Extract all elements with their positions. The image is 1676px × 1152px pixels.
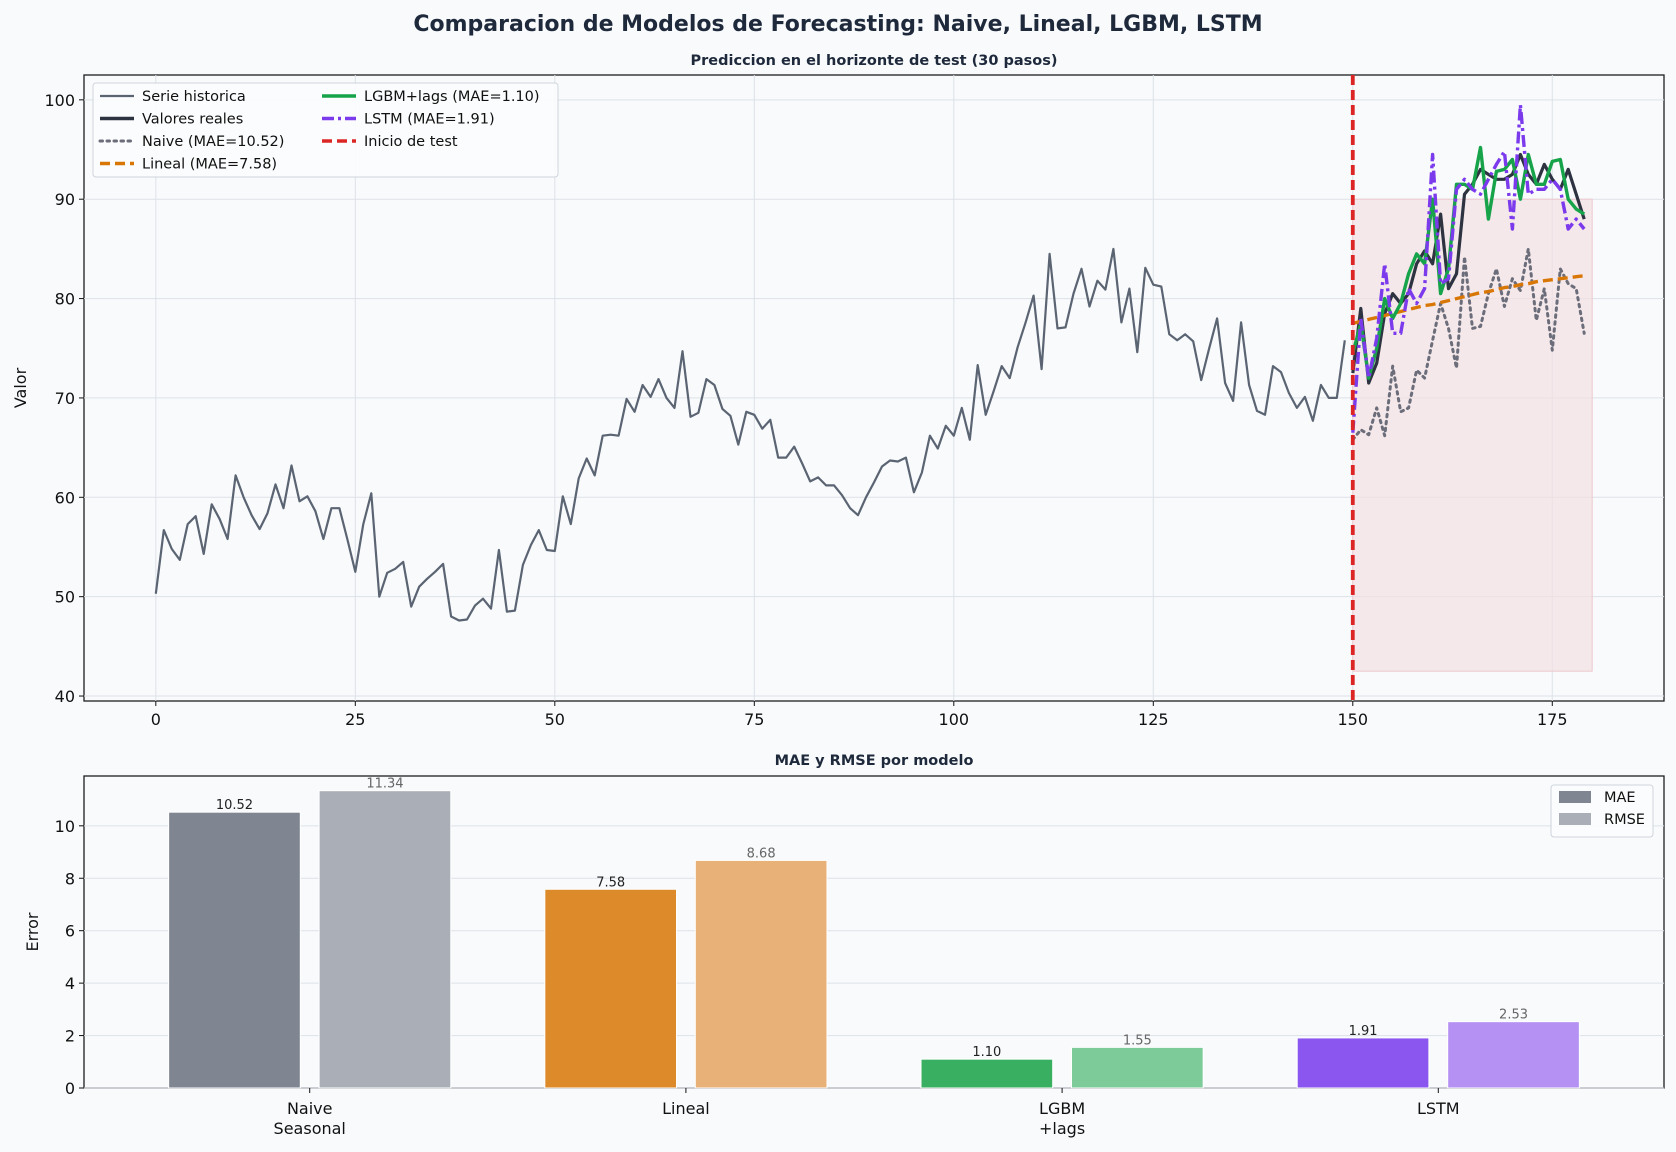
y-tick-label: 90 (55, 190, 75, 209)
forecast-x-ticks: 0 25 50 75 100 125 150 175 (151, 701, 1568, 729)
y-tick-label: 70 (55, 389, 75, 408)
bar-mae-3 (1296, 1037, 1430, 1089)
test-region-shade (1352, 198, 1593, 672)
x-tick-label: 75 (744, 710, 764, 729)
bar-mae-0 (168, 811, 301, 1089)
legend-label: LSTM (MAE=1.91) (364, 112, 495, 128)
bar-rmse-0 (318, 790, 452, 1089)
y-tick-label: 4 (65, 974, 75, 993)
legend-label: LGBM+lags (MAE=1.10) (364, 89, 540, 105)
legend-label: Inicio de test (364, 134, 458, 150)
y-tick-label: 60 (55, 488, 75, 507)
bar-value-label: 11.34 (366, 777, 403, 792)
y-tick-label: 100 (44, 91, 75, 110)
series-line-5 (1351, 103, 1586, 433)
error-bar-chart: 10.52 7.58 1.10 1.91 11.34 8.68 1.55 2.53 Naive… (23, 753, 1665, 1138)
error-legend: MAE RMSE (1550, 784, 1654, 838)
bar-value-label: 8.68 (747, 846, 776, 861)
error-y-ticks: 0 2 4 6 8 10 (55, 817, 84, 1098)
bar-value-label: 1.10 (972, 1045, 1001, 1060)
bar-value-label: 2.53 (1499, 1008, 1528, 1023)
x-tick-label: Lineal (662, 1099, 710, 1118)
legend-swatch (1559, 791, 1591, 803)
bar-mae-1 (544, 888, 677, 1089)
x-tick-label: LGBM +lags (1039, 1099, 1085, 1138)
error-chart-title: MAE y RMSE por modelo (775, 753, 974, 769)
x-tick-label: Naive Seasonal (274, 1099, 346, 1138)
legend-label: Serie historica (142, 89, 246, 105)
x-tick-label: 175 (1537, 710, 1568, 729)
x-tick-label: 125 (1138, 710, 1169, 729)
y-tick-label: 2 (65, 1027, 75, 1046)
y-tick-label: 0 (65, 1079, 75, 1098)
legend-label: Naive (MAE=10.52) (142, 134, 284, 150)
series-line-2 (1351, 247, 1586, 442)
x-tick-label: LSTM (1417, 1099, 1460, 1118)
forecast-chart-title: Prediccion en el horizonte de test (30 p… (691, 53, 1058, 69)
legend-swatch (1559, 813, 1591, 825)
error-y-axis-label: Error (23, 912, 42, 951)
y-tick-label: 50 (55, 588, 75, 607)
figure-suptitle: Comparacion de Modelos de Forecasting: N… (413, 12, 1262, 37)
legend-label: MAE (1604, 790, 1636, 806)
bar-mae-2 (920, 1058, 1054, 1089)
legend-label: RMSE (1604, 812, 1645, 828)
x-tick-label: 150 (1338, 710, 1369, 729)
bar-value-label: 1.91 (1349, 1024, 1378, 1039)
test-horizon-region (1352, 198, 1593, 672)
x-tick-label: 100 (939, 710, 970, 729)
legend-label: Lineal (MAE=7.58) (142, 157, 277, 173)
bar-value-label: 10.52 (216, 798, 253, 813)
bar-rmse-1 (694, 859, 828, 1089)
bar-rmse-2 (1071, 1046, 1204, 1089)
error-x-ticks: Naive Seasonal Lineal LGBM +lags LSTM (274, 1088, 1460, 1138)
y-tick-label: 10 (55, 817, 75, 836)
legend-frame (92, 82, 559, 178)
error-bars: 10.52 7.58 1.10 1.91 11.34 8.68 1.55 2.53 (168, 777, 1580, 1089)
series-line-1 (1351, 152, 1586, 385)
forecast-legend: Serie historica Valores reales Naive (MAE=… (92, 82, 559, 178)
forecast-y-ticks: 40 50 60 70 80 90 100 (44, 91, 84, 706)
x-tick-label: 50 (545, 710, 565, 729)
y-tick-label: 40 (55, 687, 75, 706)
series-line-0 (154, 247, 1346, 622)
forecast-line-chart: 0 25 50 75 100 125 150 175 40 50 60 70 80 90 100 Pred… (11, 53, 1665, 729)
forecast-series-lines (154, 75, 1586, 701)
y-tick-label: 80 (55, 290, 75, 309)
bar-rmse-3 (1447, 1021, 1580, 1089)
bar-value-label: 7.58 (596, 875, 625, 890)
y-tick-label: 8 (65, 869, 75, 888)
bar-value-label: 1.55 (1123, 1033, 1152, 1048)
x-tick-label: 0 (151, 710, 161, 729)
y-tick-label: 6 (65, 922, 75, 941)
legend-label: Valores reales (142, 112, 243, 128)
x-tick-label: 25 (345, 710, 365, 729)
forecast-y-axis-label: Valor (11, 367, 30, 408)
